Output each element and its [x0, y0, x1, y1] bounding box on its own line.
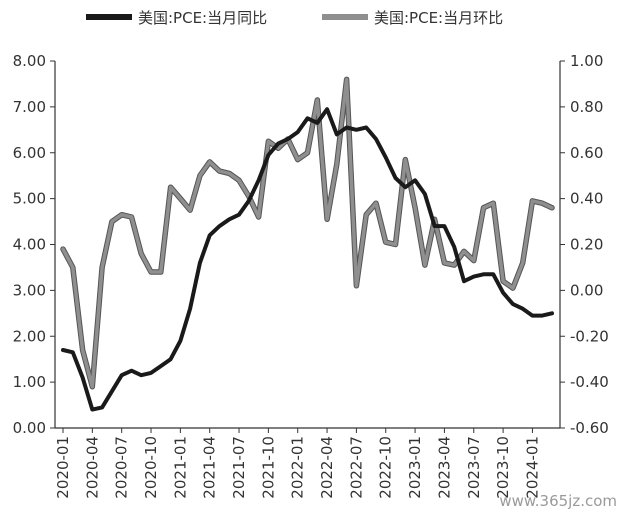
left-tick-label: 6.00	[13, 144, 46, 162]
x-tick-label: 2023-07	[465, 436, 483, 499]
right-tick-label: 0.40	[570, 190, 603, 208]
x-tick-label: 2021-10	[259, 436, 277, 499]
x-tick-label: 2021-07	[230, 436, 248, 499]
right-tick-label: 0.20	[570, 236, 603, 254]
right-axis-ticks: -0.60 -0.40 -0.20 0.00 0.20 0.40 0.60 0.80 1.00	[560, 52, 609, 437]
left-tick-label: 0.00	[13, 419, 46, 437]
x-tick-label: 2024-01	[523, 436, 541, 499]
x-tick-label: 2020-07	[113, 436, 131, 499]
right-tick-label: 0.00	[570, 281, 603, 299]
x-tick-label: 2023-01	[406, 436, 424, 499]
left-tick-label: 5.00	[13, 190, 46, 208]
x-tick-label: 2021-04	[201, 436, 219, 499]
right-tick-label: 0.60	[570, 144, 603, 162]
right-tick-label: -0.40	[570, 373, 609, 391]
chart-legend: 美国:PCE:当月同比 美国:PCE:当月环比	[86, 9, 503, 27]
x-tick-label: 2020-01	[54, 436, 72, 499]
right-tick-label: 1.00	[570, 52, 603, 70]
left-tick-label: 1.00	[13, 373, 46, 391]
x-tick-label: 2022-10	[377, 436, 395, 499]
left-tick-label: 3.00	[13, 281, 46, 299]
left-tick-label: 8.00	[13, 52, 46, 70]
right-tick-label: -0.60	[570, 419, 609, 437]
left-axis-ticks: 0.00 1.00 2.00 3.00 4.00 5.00 6.00 7.00 8.00	[13, 52, 55, 437]
legend-label-yoy: 美国:PCE:当月同比	[138, 9, 267, 27]
left-tick-label: 4.00	[13, 236, 46, 254]
watermark-text: www.365jz.com	[499, 492, 617, 510]
x-tick-label: 2022-04	[318, 436, 336, 499]
left-tick-label: 7.00	[13, 98, 46, 116]
x-tick-label: 2022-01	[289, 436, 307, 499]
x-tick-label: 2021-01	[171, 436, 189, 499]
series-line-mom	[61, 77, 554, 389]
x-tick-label: 2022-07	[347, 436, 365, 499]
legend-label-mom: 美国:PCE:当月环比	[374, 9, 503, 27]
left-tick-label: 2.00	[13, 327, 46, 345]
x-tick-label: 2020-10	[142, 436, 160, 499]
x-tick-label: 2023-04	[435, 436, 453, 499]
x-tick-label: 2020-04	[83, 436, 101, 499]
x-tick-label: 2023-10	[494, 436, 512, 499]
right-tick-label: 0.80	[570, 98, 603, 116]
x-axis-ticks: 2020-01 2020-04 2020-07 2020-10 2021-01 2021-…	[54, 428, 541, 499]
series-line-yoy	[61, 107, 554, 412]
right-tick-label: -0.20	[570, 327, 609, 345]
series-lines	[60, 76, 555, 412]
